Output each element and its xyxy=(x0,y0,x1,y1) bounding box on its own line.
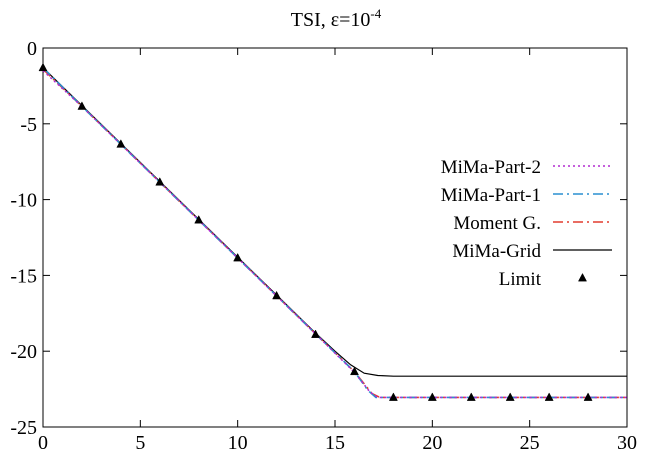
limit-marker xyxy=(466,392,476,401)
x-tick-label: 20 xyxy=(422,432,442,454)
limit-marker xyxy=(350,366,359,376)
limit-marker xyxy=(233,252,243,262)
legend-label: Limit xyxy=(499,269,542,290)
x-tick-label: 5 xyxy=(135,432,145,454)
y-tick-label: -10 xyxy=(10,190,37,212)
series-line-mima-part-2 xyxy=(42,70,627,399)
limit-marker xyxy=(583,392,593,401)
x-tick-label: 25 xyxy=(520,432,540,454)
limit-marker xyxy=(505,392,515,401)
legend-label: MiMa-Part-1 xyxy=(441,185,541,206)
y-tick-label: -25 xyxy=(10,417,37,439)
plot-frame xyxy=(42,47,628,428)
chart-title-base: TSI, ε=10 xyxy=(291,9,371,31)
limit-markers xyxy=(38,62,593,401)
limit-marker xyxy=(116,139,126,148)
legend-label: MiMa-Part-2 xyxy=(441,157,541,178)
y-tick-label: 0 xyxy=(27,38,37,60)
axis-ticks: 0 5 10 15 20 25 30 0 -5 -10 -15 -20 -25 xyxy=(10,38,637,454)
chart-title: TSI, ε=10-4 xyxy=(291,6,382,31)
x-tick-label: 0 xyxy=(38,432,48,454)
legend-marker-sample xyxy=(578,272,587,282)
series-line-mima-part-1 xyxy=(42,67,627,399)
y-tick-label: -5 xyxy=(20,114,37,136)
legend: MiMa-Part-2 MiMa-Part-1 Moment G. MiMa-Grid… xyxy=(441,157,612,290)
chart-title-superscript: -4 xyxy=(370,6,381,21)
limit-marker xyxy=(388,392,398,401)
limit-marker xyxy=(38,62,48,72)
legend-label: Moment G. xyxy=(453,213,541,234)
x-tick-label: 10 xyxy=(228,432,248,454)
y-tick-label: -15 xyxy=(10,265,37,287)
limit-marker xyxy=(155,177,165,186)
x-tick-label: 30 xyxy=(617,432,637,454)
limit-marker xyxy=(77,101,87,110)
y-tick-label: -20 xyxy=(10,341,37,363)
series-line-moment-g xyxy=(42,68,627,399)
series-layer xyxy=(42,67,627,399)
limit-marker xyxy=(194,215,204,224)
legend-label: MiMa-Grid xyxy=(452,241,541,262)
limit-marker xyxy=(427,392,437,401)
plot-border xyxy=(42,47,628,428)
x-tick-label: 15 xyxy=(325,432,345,454)
limit-marker xyxy=(311,329,320,338)
limit-marker xyxy=(544,392,554,401)
limit-marker xyxy=(272,290,282,300)
